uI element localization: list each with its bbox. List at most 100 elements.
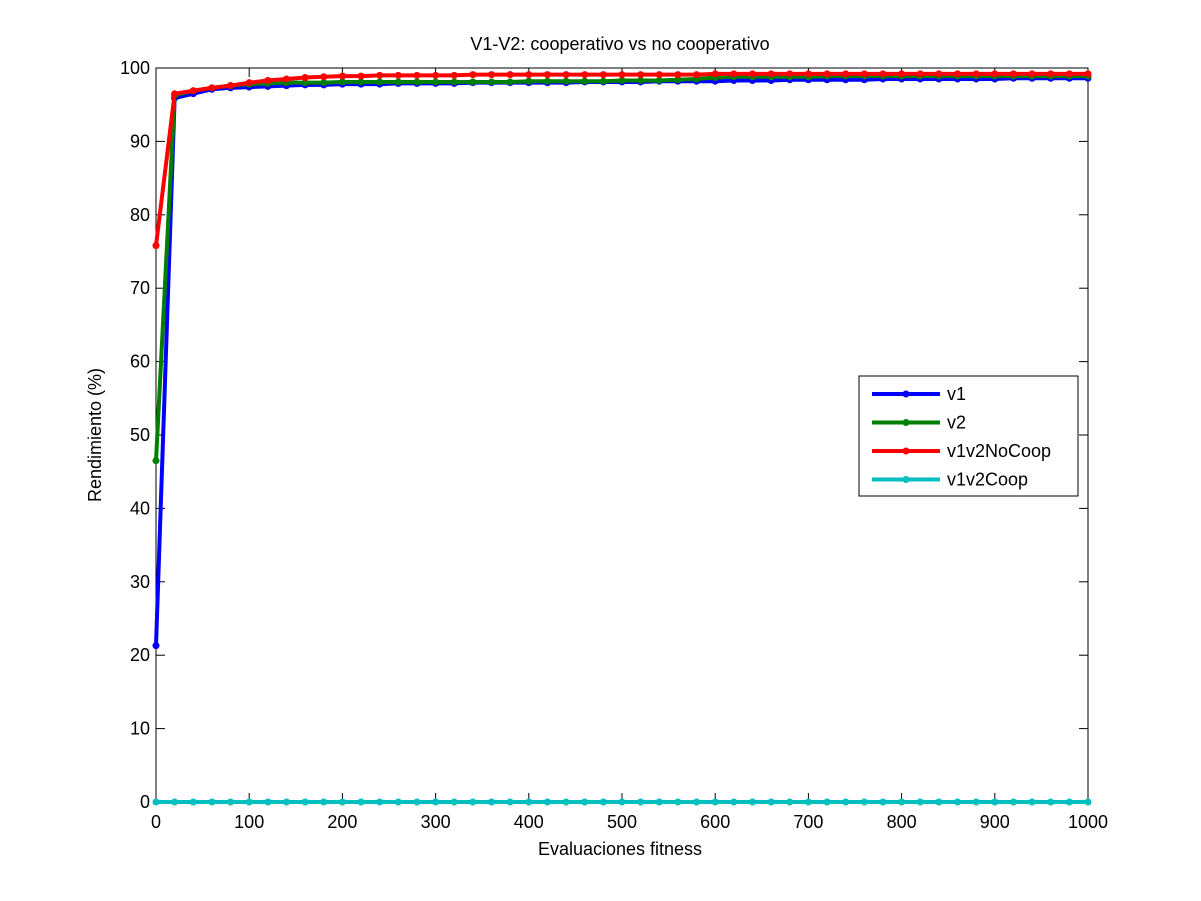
x-tick-label: 700 (793, 812, 823, 832)
data-point-v1v2NoCoop (320, 73, 328, 81)
data-point-v1v2Coop (562, 798, 570, 806)
data-point-v1v2Coop (264, 798, 272, 806)
data-point-v1v2NoCoop (506, 71, 514, 79)
y-tick-label: 70 (130, 278, 150, 298)
y-tick-label: 90 (130, 131, 150, 151)
data-point-v1v2NoCoop (786, 70, 794, 78)
data-point-v2 (488, 78, 496, 86)
data-point-v1v2Coop (674, 798, 682, 806)
data-point-v1v2NoCoop (674, 71, 682, 79)
y-tick-label: 40 (130, 498, 150, 518)
series-v1v2NoCoop (152, 70, 1092, 250)
data-point-v1v2NoCoop (655, 71, 663, 79)
data-point-v1v2NoCoop (972, 70, 980, 78)
data-point-v1v2Coop (357, 798, 365, 806)
data-point-v1v2NoCoop (823, 70, 831, 78)
data-point-v1v2Coop (842, 798, 850, 806)
data-point-v1v2Coop (1065, 798, 1073, 806)
data-point-v1v2Coop (935, 798, 943, 806)
data-point-v1v2NoCoop (376, 71, 384, 79)
x-tick-label: 300 (421, 812, 451, 832)
data-point-v2 (320, 79, 328, 87)
data-point-v2 (525, 77, 533, 85)
data-point-v1v2Coop (898, 798, 906, 806)
data-point-v1v2Coop (991, 798, 999, 806)
y-tick-label: 60 (130, 352, 150, 372)
data-point-v1v2NoCoop (450, 71, 458, 79)
data-point-v1v2Coop (730, 798, 738, 806)
legend-item-v1v2NoCoop: v1v2NoCoop (872, 441, 1051, 461)
data-point-v1v2NoCoop (245, 79, 253, 87)
data-point-v2 (581, 77, 589, 85)
data-point-v1v2NoCoop (488, 71, 496, 79)
data-point-v1v2NoCoop (282, 75, 290, 83)
x-tick-label: 200 (327, 812, 357, 832)
legend-item-v1v2Coop: v1v2Coop (872, 470, 1028, 490)
data-point-v1v2Coop (786, 798, 794, 806)
data-point-v1v2NoCoop (189, 87, 197, 95)
data-point-v1v2NoCoop (357, 72, 365, 80)
data-point-v1v2Coop (916, 798, 924, 806)
data-point-v1v2NoCoop (227, 82, 235, 90)
data-point-v1v2NoCoop (730, 70, 738, 78)
data-point-v1v2Coop (189, 798, 197, 806)
y-axis-label: Rendimiento (%) (85, 368, 105, 502)
data-point-v2 (338, 78, 346, 86)
x-tick-label: 400 (514, 812, 544, 832)
data-point-v1v2NoCoop (152, 242, 160, 250)
data-point-v1v2NoCoop (301, 74, 309, 82)
data-point-v1v2Coop (469, 798, 477, 806)
data-point-v1v2Coop (711, 798, 719, 806)
y-tick-label: 50 (130, 425, 150, 445)
data-point-v1v2Coop (525, 798, 533, 806)
data-point-v1v2Coop (394, 798, 402, 806)
y-tick-label: 0 (140, 792, 150, 812)
data-point-v2 (357, 78, 365, 86)
data-point-v1v2NoCoop (432, 71, 440, 79)
data-point-v1v2Coop (506, 798, 514, 806)
data-point-v1v2NoCoop (562, 71, 570, 79)
data-point-v1v2Coop (450, 798, 458, 806)
y-tick-label: 10 (130, 719, 150, 739)
y-tick-label: 20 (130, 645, 150, 665)
data-point-v1v2Coop (152, 798, 160, 806)
data-point-v1v2NoCoop (935, 70, 943, 78)
data-point-v1v2NoCoop (1047, 70, 1055, 78)
data-point-v1v2NoCoop (208, 84, 216, 92)
series-layer (152, 70, 1092, 806)
data-point-v1v2Coop (879, 798, 887, 806)
data-point-v1v2NoCoop (1084, 70, 1092, 78)
data-point-v2 (543, 77, 551, 85)
data-point-v2 (432, 78, 440, 86)
legend-marker (902, 419, 910, 426)
data-point-v1v2NoCoop (842, 70, 850, 78)
data-point-v2 (450, 78, 458, 86)
data-point-v1v2NoCoop (599, 71, 607, 79)
data-point-v1v2Coop (227, 798, 235, 806)
data-point-v1v2Coop (432, 798, 440, 806)
data-point-v1v2Coop (581, 798, 589, 806)
chart-title: V1-V2: cooperativo vs no cooperativo (470, 34, 769, 54)
legend-label: v1v2Coop (947, 470, 1028, 490)
data-point-v1v2Coop (171, 798, 179, 806)
data-point-v1v2NoCoop (711, 70, 719, 78)
data-point-v1v2NoCoop (525, 71, 533, 79)
x-axis-label: Evaluaciones fitness (538, 839, 702, 859)
data-point-v2 (469, 78, 477, 86)
legend-label: v2 (947, 413, 966, 433)
data-point-v2 (376, 78, 384, 86)
data-point-v1v2NoCoop (413, 71, 421, 79)
data-point-v1v2Coop (823, 798, 831, 806)
data-point-v1v2Coop (208, 798, 216, 806)
legend-marker (902, 476, 910, 483)
data-point-v1v2NoCoop (860, 70, 868, 78)
data-point-v1v2NoCoop (879, 70, 887, 78)
data-point-v1v2NoCoop (264, 76, 272, 84)
data-point-v2 (394, 78, 402, 86)
data-point-v1v2NoCoop (618, 71, 626, 79)
data-point-v1v2NoCoop (394, 71, 402, 79)
data-point-v1v2Coop (413, 798, 421, 806)
data-point-v1v2Coop (637, 798, 645, 806)
